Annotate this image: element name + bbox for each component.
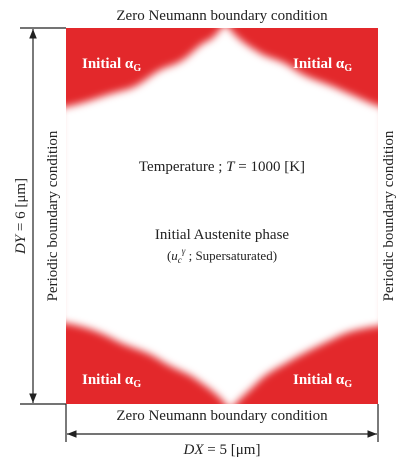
corner-text: Initial α <box>82 372 134 388</box>
dy-label: DY = 6 [μm] <box>13 178 29 255</box>
phase-title: Initial Austenite phase <box>155 227 289 243</box>
corner-subscript: G <box>133 63 141 74</box>
left-boundary: Periodic boundary condition <box>45 130 61 301</box>
corner-label: Initial αG <box>82 372 141 390</box>
temperature: Temperature ; T = 1000 [K] <box>139 159 305 175</box>
temperature-value: = 1000 [K] <box>235 159 306 175</box>
dy-symbol: DY <box>13 233 29 255</box>
dx-label: DX = 5 [μm] <box>183 442 261 458</box>
note-subscript: c <box>178 255 182 265</box>
corner-subscript: G <box>133 379 141 390</box>
dx-value: = 5 [μm] <box>204 442 261 458</box>
dx-symbol: DX <box>183 442 205 458</box>
top-boundary: Zero Neumann boundary condition <box>116 8 328 24</box>
corner-text: Initial α <box>293 372 345 388</box>
dy-value: = 6 [μm] <box>13 178 29 235</box>
diagram: Zero Neumann boundary condition Zero Neu… <box>0 0 400 463</box>
temperature-prefix: Temperature ; <box>139 159 226 175</box>
bottom-boundary: Zero Neumann boundary condition <box>116 408 328 424</box>
corner-label: Initial αG <box>293 56 352 74</box>
corner-subscript: G <box>344 63 352 74</box>
corner-text: Initial α <box>293 56 345 72</box>
corner-label: Initial αG <box>82 56 141 74</box>
note-text: ; Supersaturated) <box>185 248 277 263</box>
corner-subscript: G <box>344 379 352 390</box>
corner-text: Initial α <box>82 56 134 72</box>
corner-label: Initial αG <box>293 372 352 390</box>
right-boundary: Periodic boundary condition <box>381 130 397 301</box>
